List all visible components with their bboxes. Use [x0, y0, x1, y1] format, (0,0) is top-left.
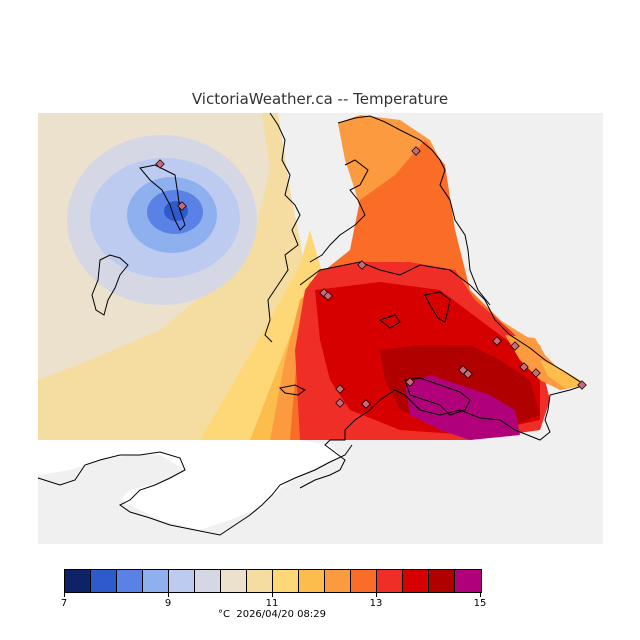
station-marker: [323, 291, 333, 301]
legend-tick-mark: [272, 593, 273, 597]
station-marker: [510, 341, 520, 351]
legend-swatch: [117, 570, 143, 592]
ocean-south: [38, 440, 603, 544]
station-marker: [458, 365, 468, 375]
coastline-inlet: [309, 159, 369, 263]
station-marker: [361, 399, 371, 409]
legend-swatch: [143, 570, 169, 592]
coastline-east-head: [337, 115, 491, 306]
island-gulf: [404, 377, 471, 416]
legend-swatch: [403, 570, 429, 592]
contour-band-east-yellow: [540, 360, 585, 388]
legend-tick-label: 11: [265, 598, 279, 609]
legend-swatch: [455, 570, 481, 592]
chart-title: VictoriaWeather.ca -- Temperature: [191, 90, 449, 108]
legend-swatch: [247, 570, 273, 592]
legend-tick-mark: [480, 593, 481, 597]
legend-swatch: [195, 570, 221, 592]
legend-tick-mark: [168, 593, 169, 597]
coastline-mainland-west: [264, 112, 301, 343]
station-marker: [492, 336, 502, 346]
coastlines: [37, 112, 587, 536]
legend-swatch: [169, 570, 195, 592]
legend-swatch: [299, 570, 325, 592]
legend-tick-label: 13: [369, 598, 383, 609]
station-marker: [577, 380, 587, 390]
lake-3: [378, 314, 401, 329]
legend-swatch: [91, 570, 117, 592]
coastline-south-island: [299, 261, 587, 489]
station-marker: [155, 159, 165, 169]
coastline-island-north: [139, 164, 186, 231]
coastline-south-mainland: [37, 444, 353, 536]
legend-caption: °C 2026/04/20 08:29: [0, 609, 544, 620]
legend-tick-label: 9: [164, 598, 172, 609]
legend-swatch: [273, 570, 299, 592]
lake-2: [278, 384, 306, 396]
legend-swatch: [351, 570, 377, 592]
legend-tick-label: 7: [60, 598, 68, 609]
station-marker: [405, 377, 415, 387]
station-marker: [335, 384, 345, 394]
legend-swatch: [429, 570, 455, 592]
lake-1: [424, 291, 451, 323]
station-marker: [519, 362, 529, 372]
legend-swatch: [221, 570, 247, 592]
contour-band-magenta: [405, 375, 520, 440]
legend-tick-label: 15: [473, 598, 487, 609]
station-marker: [531, 368, 541, 378]
legend-swatch: [325, 570, 351, 592]
legend-swatch: [377, 570, 403, 592]
legend-timestamp: 2026/04/20 08:29: [236, 609, 326, 620]
station-marker: [335, 398, 345, 408]
station-marker: [357, 260, 367, 270]
station-marker: [411, 146, 421, 156]
coastline-island-west: [91, 254, 129, 316]
station-markers: [155, 146, 587, 409]
legend-colorbar: [64, 569, 482, 593]
station-marker: [177, 201, 187, 211]
contour-fields: [38, 113, 585, 440]
legend-swatch: [65, 570, 91, 592]
legend-tick-mark: [376, 593, 377, 597]
station-marker: [463, 369, 473, 379]
legend-unit: °C: [218, 609, 230, 620]
legend-tick-mark: [64, 593, 65, 597]
